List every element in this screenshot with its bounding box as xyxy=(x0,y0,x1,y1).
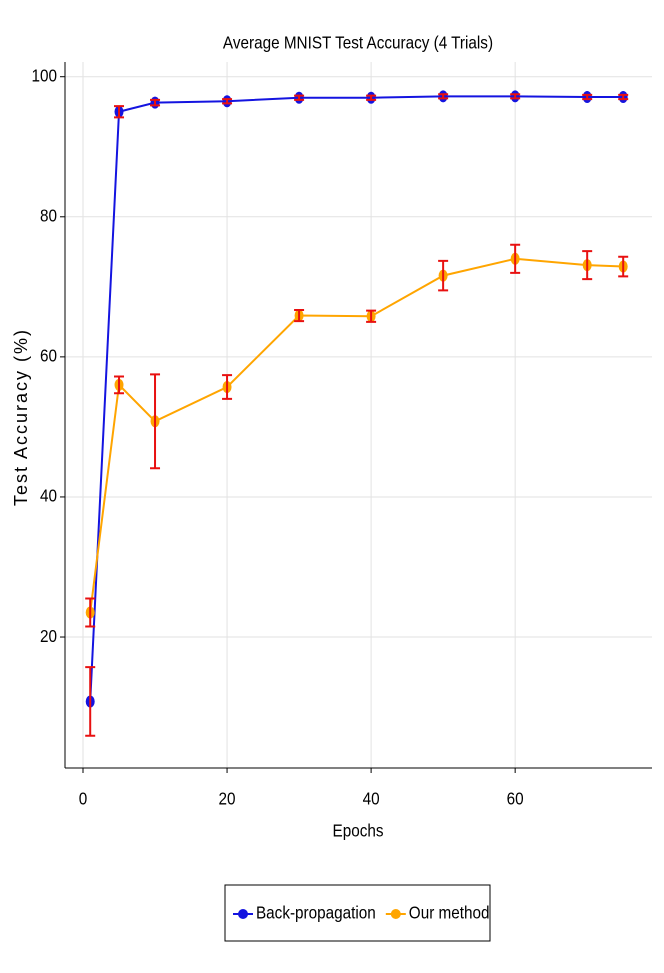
legend-label: Our method xyxy=(409,903,490,923)
x-tick-label: 60 xyxy=(507,789,524,809)
error-bar xyxy=(510,93,521,100)
chart-title: Average MNIST Test Accuracy (4 Trials) xyxy=(223,33,493,53)
error-bar xyxy=(150,373,161,470)
error-bar xyxy=(438,93,449,100)
x-tick-label: 20 xyxy=(219,789,236,809)
legend-marker xyxy=(390,909,401,919)
x-tick-label: 0 xyxy=(79,789,88,809)
error-bar xyxy=(366,94,377,101)
y-tick-label: 60 xyxy=(40,345,57,365)
error-bar xyxy=(294,94,305,101)
y-tick-label: 20 xyxy=(40,626,57,646)
error-bar xyxy=(510,243,521,274)
error-bar xyxy=(222,374,233,400)
error-bar xyxy=(582,250,593,281)
error-bar xyxy=(582,93,593,101)
series-line xyxy=(89,257,624,613)
legend-label: Back-propagation xyxy=(256,903,376,923)
error-bar xyxy=(618,255,629,278)
legend-marker xyxy=(238,909,248,919)
y-axis-label: Test Accuracy (%) xyxy=(11,328,31,506)
error-bar xyxy=(114,375,125,395)
x-tick-label: 40 xyxy=(363,789,380,809)
x-axis-label: Epochs xyxy=(333,821,384,841)
y-tick-label: 100 xyxy=(31,65,57,85)
error-bar xyxy=(85,666,96,737)
series-line xyxy=(89,95,624,702)
error-bar xyxy=(222,98,233,105)
error-bar xyxy=(150,98,161,107)
error-bar xyxy=(114,105,125,119)
legend-box xyxy=(224,884,491,942)
error-bar xyxy=(294,308,305,323)
error-bar xyxy=(85,597,96,628)
error-bar xyxy=(366,309,377,323)
error-bar xyxy=(438,259,449,292)
error-bar xyxy=(618,93,629,101)
y-tick-label: 40 xyxy=(40,486,57,506)
y-tick-label: 80 xyxy=(40,205,57,225)
